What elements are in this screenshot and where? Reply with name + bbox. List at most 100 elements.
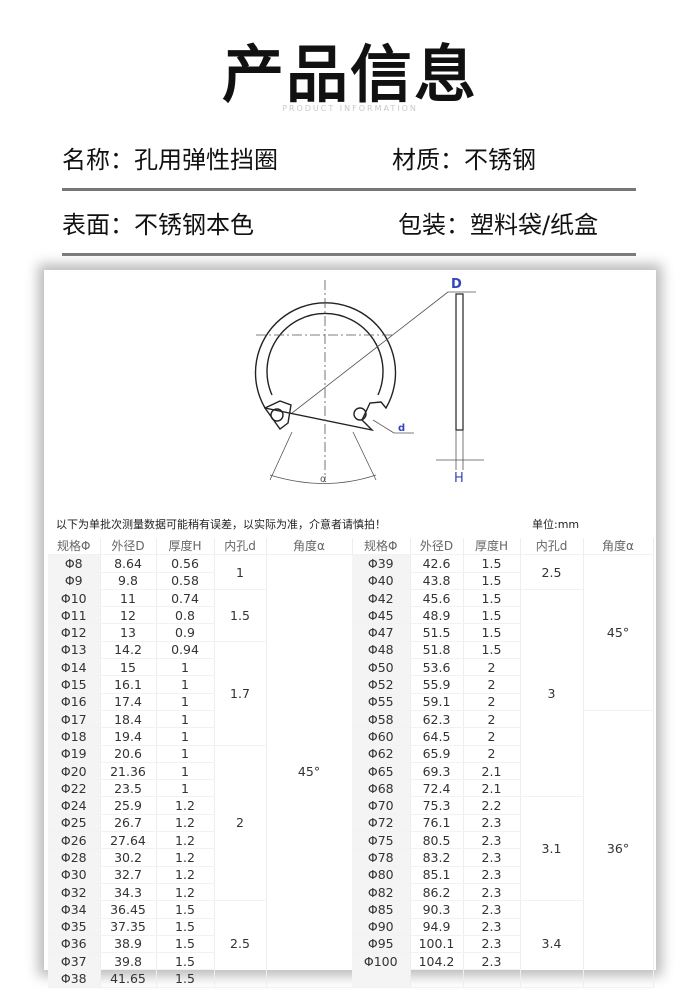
table-row: Φ45 48.9 1.5 (352, 606, 653, 625)
outer-diameter-cell (410, 969, 464, 988)
outer-diameter-cell: 80.5 (410, 831, 464, 850)
thickness-cell: 1.2 (156, 814, 215, 833)
spec-cell: Φ8 (48, 554, 101, 573)
page-title: 产品信息 (221, 38, 478, 111)
label-H: H (454, 471, 464, 486)
spec-cell: Φ45 (352, 606, 411, 625)
table-row: Φ72 76.1 2.3 (352, 814, 653, 833)
thickness-cell: 1.5 (156, 952, 215, 971)
hole-diameter-cell: 1.5 (214, 589, 267, 642)
outer-diameter-cell: 75.3 (410, 796, 464, 815)
table-row: Φ28 30.2 1.2 (48, 848, 352, 867)
outer-diameter-cell: 20.6 (100, 745, 157, 763)
table-row: Φ62 65.9 2 (352, 745, 653, 763)
thickness-cell: 1 (156, 675, 215, 694)
table-row: Φ24 25.9 1.2 (48, 796, 352, 815)
table-row (352, 969, 653, 988)
thickness-cell: 1.5 (463, 572, 521, 590)
thickness-cell: 2.3 (463, 883, 521, 902)
table-row: Φ82 86.2 2.3 (352, 883, 653, 902)
outer-diameter-cell: 23.5 (100, 779, 157, 798)
spec-cell: Φ19 (48, 745, 101, 763)
spec-cell: Φ68 (352, 779, 411, 798)
spec-cell: Φ72 (352, 814, 411, 833)
outer-diameter-cell: 15 (100, 658, 157, 677)
table-row: Φ100 104.2 2.3 (352, 952, 653, 971)
thickness-cell: 2 (463, 710, 521, 729)
outer-diameter-cell: 34.3 (100, 883, 157, 902)
thickness-cell: 2.3 (463, 866, 521, 884)
outer-diameter-cell: 37.35 (100, 918, 157, 936)
spec-cell: Φ75 (352, 831, 411, 850)
thickness-cell: 2 (463, 693, 521, 711)
spec-cell: Φ70 (352, 796, 411, 815)
outer-diameter-cell: 26.7 (100, 814, 157, 833)
table-row: Φ37 39.8 1.5 (48, 952, 352, 971)
label-D: D (451, 277, 462, 292)
thickness-cell: 1.2 (156, 883, 215, 902)
table-row: Φ15 16.1 1 (48, 675, 352, 694)
spec-cell: Φ15 (48, 675, 101, 694)
unit-label: 单位:mm (532, 518, 580, 531)
table-row: Φ20 21.36 1 (48, 762, 352, 781)
outer-diameter-cell: 48.9 (410, 606, 464, 625)
page-subtitle: PRODUCT INFORMATION (282, 104, 418, 113)
outer-diameter-cell: 72.4 (410, 779, 464, 798)
table-row: Φ32 34.3 1.2 (48, 883, 352, 902)
table-row: Φ78 83.2 2.3 (352, 848, 653, 867)
label-d: d (398, 423, 405, 434)
spec-cell: Φ10 (48, 589, 101, 608)
table-row: Φ95 100.1 2.3 (352, 935, 653, 954)
table-row: Φ26 27.64 1.2 (48, 831, 352, 850)
spec-cell: Φ11 (48, 606, 101, 625)
outer-diameter-cell: 59.1 (410, 693, 464, 711)
thickness-cell: 0.74 (156, 589, 215, 608)
outer-diameter-cell: 85.1 (410, 866, 464, 884)
thickness-cell: 0.58 (156, 572, 215, 590)
thickness-cell: 2.3 (463, 918, 521, 936)
spec-card: D d H α 以下为单批次测量数据可能稍有误差，以实际为准，介意者请慎拍！ 单… (44, 270, 656, 988)
table-row: Φ52 55.9 2 (352, 675, 653, 694)
thickness-cell: 2.1 (463, 779, 521, 798)
thickness-cell: 1.5 (463, 641, 521, 660)
outer-diameter-cell: 43.8 (410, 572, 464, 590)
thickness-cell: 2.3 (463, 814, 521, 833)
spec-cell: Φ36 (48, 935, 101, 954)
divider (62, 188, 636, 191)
thickness-cell: 1.5 (156, 918, 215, 936)
outer-diameter-cell: 42.6 (410, 554, 464, 573)
column-header: 规格Φ (48, 538, 101, 556)
hole-diameter-cell: 3.4 (520, 900, 584, 988)
spec-cell: Φ58 (352, 710, 411, 729)
column-header: 规格Φ (352, 538, 411, 556)
table-row: Φ50 53.6 2 (352, 658, 653, 677)
outer-diameter-cell: 41.65 (100, 969, 157, 988)
spec-cell: Φ12 (48, 623, 101, 642)
angle-cell: 45° (266, 554, 353, 988)
outer-diameter-cell: 21.36 (100, 762, 157, 781)
circlip-diagram: D d H α (254, 277, 484, 486)
thickness-cell: 0.94 (156, 641, 215, 660)
table-row: Φ11 12 0.8 (48, 606, 352, 625)
spec-cell: Φ28 (48, 848, 101, 867)
outer-diameter-cell: 14.2 (100, 641, 157, 660)
hole-diameter-cell: 1 (214, 554, 267, 590)
spec-cell: Φ17 (48, 710, 101, 729)
measurement-note: 以下为单批次测量数据可能稍有误差，以实际为准，介意者请慎拍！ (56, 518, 386, 531)
spec-cell: Φ9 (48, 572, 101, 590)
angle-cell: 45° (583, 554, 654, 711)
thickness-cell: 2.3 (463, 900, 521, 919)
hole-diameter-cell: 2 (214, 745, 267, 902)
hole-diameter-cell: 3 (520, 589, 584, 798)
table-row: Φ42 45.6 1.5 3 (352, 589, 653, 798)
thickness-cell: 1.5 (156, 900, 215, 919)
table-row: Φ8 8.64 0.56 1 45° (48, 554, 353, 988)
outer-diameter-cell: 27.64 (100, 831, 157, 850)
thickness-cell: 1.2 (156, 848, 215, 867)
outer-diameter-cell: 8.64 (100, 554, 157, 573)
thickness-cell: 2 (463, 675, 521, 694)
thickness-cell: 1 (156, 693, 215, 711)
spec-table-right: 规格Φ 外径D 厚度H 内孔d 角度α Φ39 42.6 1.5 2.5 45° Φ40 43.8 1.… (352, 538, 654, 988)
column-header: 外径D (100, 538, 157, 556)
outer-diameter-cell: 11 (100, 589, 157, 608)
